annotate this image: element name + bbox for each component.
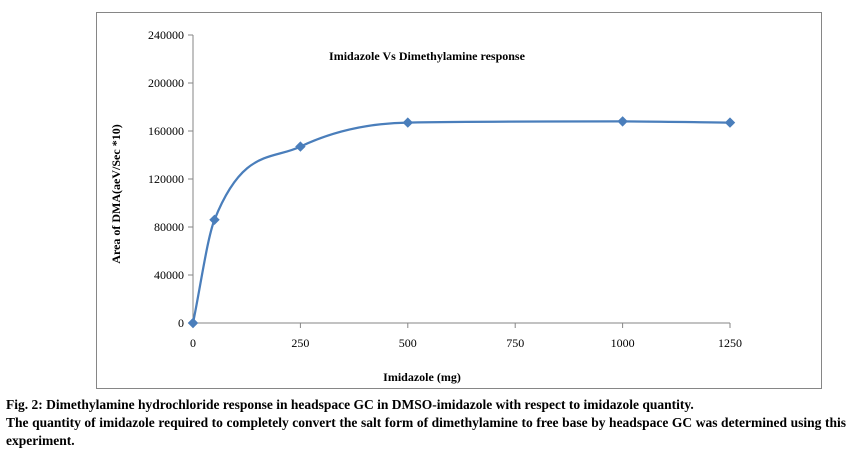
caption-heading: Fig. 2: Dimethylamine hydrochloride resp… — [6, 397, 694, 412]
x-tick-label: 750 — [506, 336, 524, 350]
data-point-marker — [617, 116, 628, 127]
x-tick-label: 500 — [399, 336, 417, 350]
series-line — [191, 120, 731, 324]
y-axis-title: Area of DMA(aeV/Sec *10) — [109, 124, 123, 263]
data-point-marker — [209, 214, 220, 226]
y-tick-label: 40000 — [154, 268, 184, 282]
figure-caption: Fig. 2: Dimethylamine hydrochloride resp… — [6, 396, 846, 450]
data-point-marker — [295, 141, 306, 152]
data-point-marker — [187, 317, 199, 329]
caption-description: The quantity of imidazole required to co… — [6, 415, 846, 448]
y-tick-label: 80000 — [154, 220, 184, 234]
x-axis-title: Imidazole (mg) — [383, 370, 461, 384]
y-tick-label: 120000 — [148, 172, 184, 186]
line-chart: Imidazole Vs Dimethylamine response 0 400… — [109, 28, 742, 384]
data-point-marker — [402, 117, 414, 128]
x-tick-label: 1250 — [718, 336, 742, 350]
x-tick-label: 0 — [190, 336, 196, 350]
chart-title: Imidazole Vs Dimethylamine response — [329, 49, 526, 63]
y-tick-label: 200000 — [148, 76, 184, 90]
data-point-marker — [724, 117, 736, 128]
y-tick-label: 0 — [178, 316, 184, 330]
x-tick-label: 250 — [291, 336, 309, 350]
x-tick-label: 1000 — [611, 336, 635, 350]
y-tick-label: 240000 — [148, 28, 184, 42]
chart-frame: Imidazole Vs Dimethylamine response 0 400… — [96, 12, 822, 389]
y-tick-label: 160000 — [148, 124, 184, 138]
